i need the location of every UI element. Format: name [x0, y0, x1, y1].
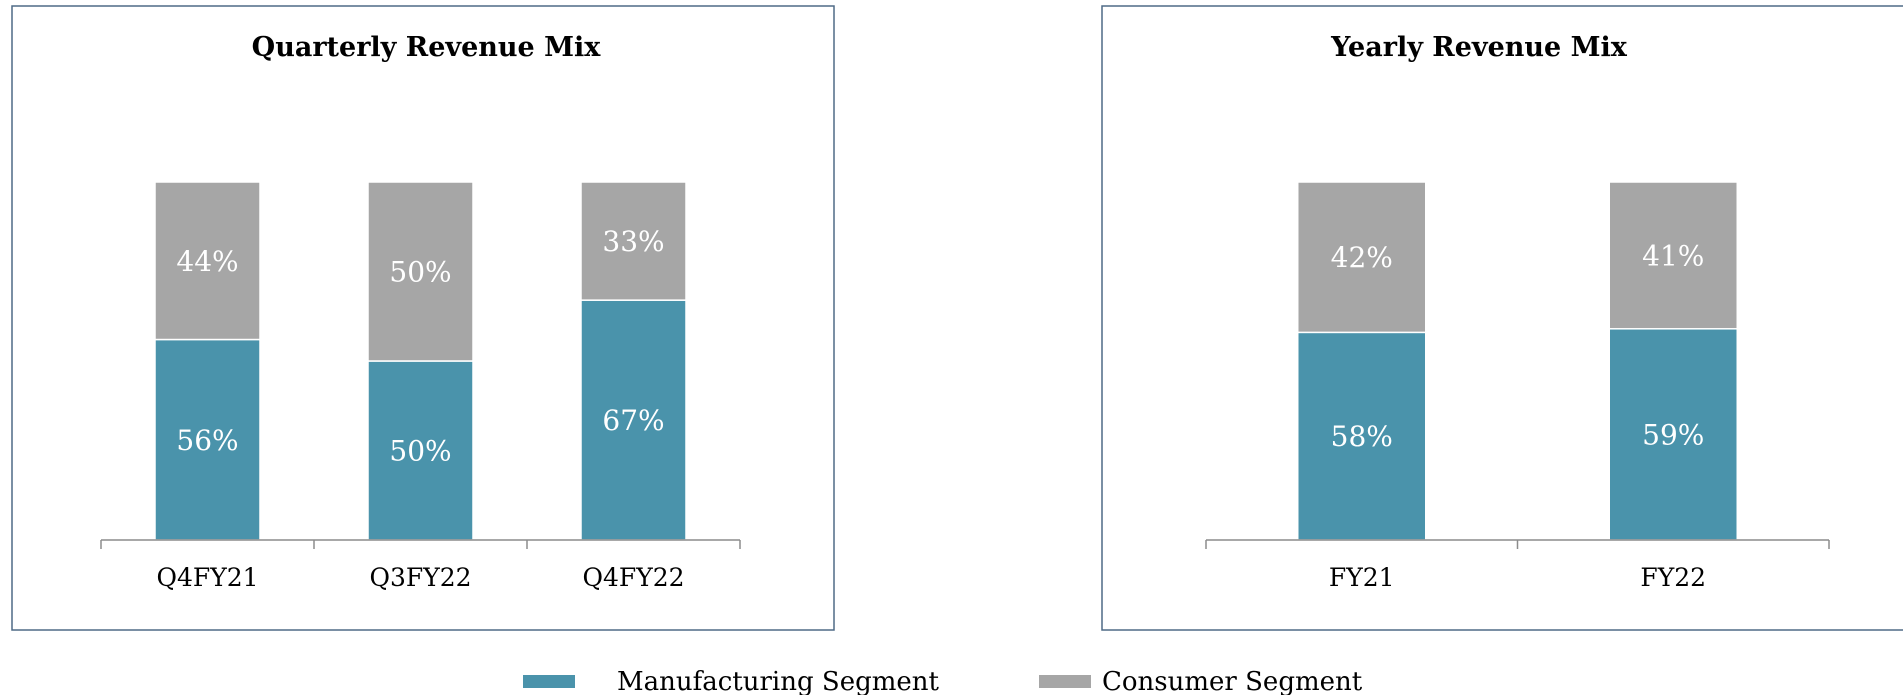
- x-tick-label: Q3FY22: [369, 563, 471, 592]
- data-label: 42%: [1331, 241, 1393, 274]
- data-label: 56%: [176, 424, 238, 457]
- x-tick-label: Q4FY22: [582, 563, 684, 592]
- data-label: 50%: [389, 256, 451, 289]
- data-label: 59%: [1642, 418, 1704, 451]
- bars-group: 56% 44% 50% 50% 67% 33%: [154, 181, 687, 541]
- chart-frame: [11, 5, 835, 631]
- bar-consumer-q4fy22: [580, 181, 687, 301]
- bars-group: 58% 42% 59% 41%: [1297, 181, 1738, 541]
- chart-title: Quarterly Revenue Mix: [252, 32, 602, 63]
- x-axis: [100, 539, 741, 549]
- x-tick-labels: FY21 FY22: [1329, 563, 1706, 592]
- x-tick-labels: Q4FY21 Q3FY22 Q4FY22: [156, 563, 684, 592]
- data-label: 67%: [602, 404, 664, 437]
- legend-label-consumer: Consumer Segment: [1102, 667, 1363, 695]
- bar-consumer-q3fy22: [367, 181, 474, 362]
- data-label: 44%: [176, 245, 238, 278]
- data-label: 50%: [389, 435, 451, 468]
- yearly-revenue-chart: Yearly Revenue Mix 58% 42% 59% 41% FY21 FY22: [1101, 5, 1903, 631]
- x-tick-label: FY21: [1329, 563, 1395, 592]
- chart-frame: [1101, 5, 1903, 631]
- legend: Manufacturing Segment Consumer Segment: [523, 667, 1363, 695]
- x-axis: [1205, 539, 1830, 549]
- data-label: 33%: [602, 225, 664, 258]
- chart-title: Yearly Revenue Mix: [1330, 32, 1628, 63]
- data-label: 41%: [1642, 239, 1704, 272]
- bar-consumer-fy21: [1297, 181, 1427, 334]
- quarterly-revenue-chart: Quarterly Revenue Mix 56% 44% 50% 50% 67% 33%…: [11, 5, 835, 631]
- bar-consumer-fy22: [1608, 181, 1738, 330]
- data-label: 58%: [1331, 420, 1393, 453]
- x-tick-label: Q4FY21: [156, 563, 258, 592]
- legend-label-manufacturing: Manufacturing Segment: [617, 667, 940, 695]
- legend-swatch-consumer: [1039, 675, 1091, 688]
- bar-consumer-q4fy21: [154, 181, 261, 341]
- legend-swatch-manufacturing: [523, 675, 575, 688]
- x-tick-label: FY22: [1640, 563, 1706, 592]
